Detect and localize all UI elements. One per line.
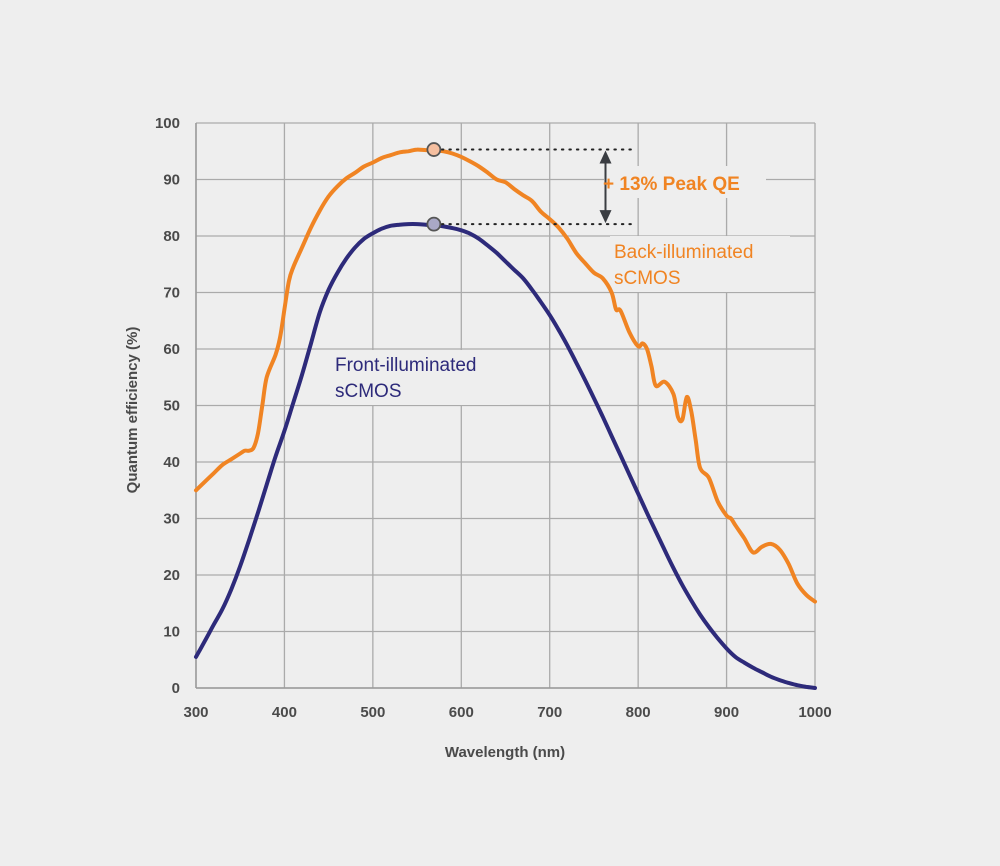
x-axis-title: Wavelength (nm): [445, 744, 565, 761]
peak-gain-label: + 13% Peak QE: [603, 174, 740, 195]
x-tick-label: 400: [272, 704, 297, 721]
back-peak-marker: [426, 142, 442, 157]
gridlines: [195, 122, 816, 689]
y-tick-label: 70: [163, 285, 180, 302]
y-tick-label: 0: [172, 680, 180, 697]
x-tick-label: 300: [183, 704, 208, 721]
peak-label-bg: [604, 166, 766, 198]
front-illuminated-label-line2: sCMOS: [335, 381, 402, 402]
x-tick-label: 700: [537, 704, 562, 721]
x-tick-label: 800: [626, 704, 651, 721]
back-illuminated-label-line2: sCMOS: [614, 268, 681, 289]
y-tick-label: 20: [163, 567, 180, 584]
front-label-bg: [330, 350, 510, 405]
front-illuminated-label: Front-illuminated: [335, 355, 477, 376]
series-line-back-illuminated: [194, 147, 817, 604]
label-backgrounds: [330, 166, 790, 405]
arrow-up-icon: [599, 150, 612, 164]
series-labels: Back-illuminated sCMOS Front-illuminated sC…: [335, 242, 753, 402]
y-tick-label: 100: [155, 115, 180, 132]
series-line-front-illuminated: [194, 222, 817, 690]
y-tick-label: 30: [163, 511, 180, 528]
series-lines: [194, 147, 817, 690]
y-tick-label: 10: [163, 624, 180, 641]
y-tick-label: 50: [163, 398, 180, 415]
front-peak-marker: [426, 216, 442, 232]
x-tick-label: 1000: [798, 704, 831, 721]
y-tick-label: 40: [163, 454, 180, 471]
y-tick-label: 90: [163, 172, 180, 189]
axes: [195, 123, 815, 689]
y-axis-title: Quantum efficiency (%): [124, 327, 141, 494]
back-label-bg: [610, 236, 790, 292]
x-tick-label: 500: [360, 704, 385, 721]
x-tick-label: 900: [714, 704, 739, 721]
back-illuminated-label: Back-illuminated: [614, 242, 753, 263]
y-tick-label: 80: [163, 228, 180, 245]
y-tick-label: 60: [163, 341, 180, 358]
peak-annotation: + 13% Peak QE: [426, 142, 740, 232]
y-tick-labels: 0 10 20 30 40 50 60 70 80 90 100: [155, 115, 180, 697]
x-tick-label: 600: [449, 704, 474, 721]
arrow-down-icon: [599, 210, 612, 224]
x-tick-labels: 300 400 500 600 700 800 900 1000: [183, 704, 831, 721]
